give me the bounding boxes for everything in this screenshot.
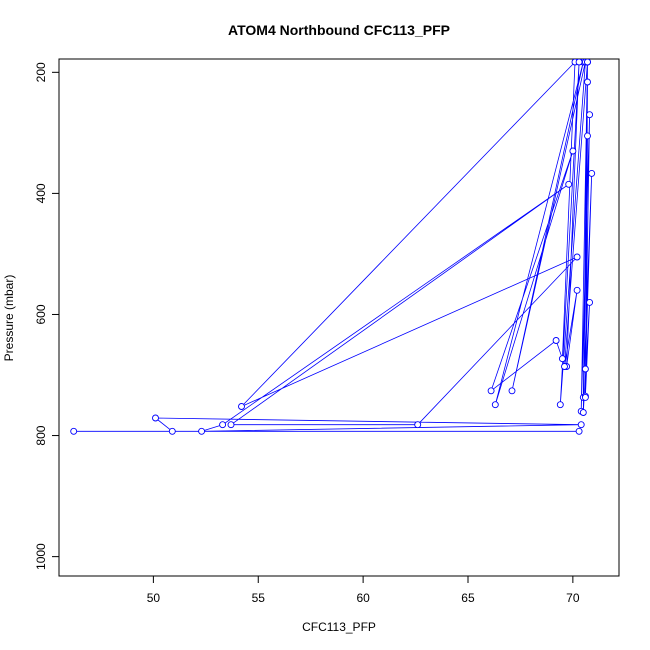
series-line <box>73 60 593 432</box>
y-axis-label: Pressure (mbar) <box>2 275 16 362</box>
y-axis: 200 400 600 800 1000 <box>34 62 59 570</box>
data-point <box>558 355 566 363</box>
data-point <box>573 286 581 294</box>
data-point <box>584 59 591 66</box>
data-point <box>575 59 583 66</box>
data-point <box>581 365 589 373</box>
data-point <box>581 393 589 401</box>
data-point <box>168 427 176 435</box>
data-point <box>573 253 581 261</box>
data-point <box>586 111 594 119</box>
data-point <box>561 363 568 370</box>
y-tick-label: 200 <box>34 62 48 82</box>
plot-frame <box>58 58 620 577</box>
x-tick-label: 65 <box>461 591 475 605</box>
data-point <box>198 427 206 435</box>
data-point <box>70 427 78 435</box>
data-point <box>565 180 573 188</box>
y-tick-label: 800 <box>34 425 48 445</box>
data-point <box>487 387 495 395</box>
plot-area <box>70 59 596 435</box>
x-tick-label: 70 <box>566 591 580 605</box>
x-tick-label: 50 <box>147 591 161 605</box>
data-point <box>577 421 585 429</box>
data-point <box>508 387 516 395</box>
data-point <box>414 421 422 429</box>
data-point <box>575 427 583 435</box>
data-point <box>552 337 560 344</box>
chart-title: ATOM4 Northbound CFC113_PFP <box>228 22 450 38</box>
y-tick-label: 600 <box>34 304 48 324</box>
y-tick-label: 1000 <box>34 543 48 570</box>
data-point <box>238 403 245 410</box>
y-tick-label: 400 <box>34 183 48 203</box>
data-point <box>586 298 594 306</box>
data-point <box>491 401 499 409</box>
data-point <box>584 78 591 86</box>
x-tick-label: 55 <box>252 591 266 605</box>
data-point <box>227 421 235 429</box>
data-point <box>588 169 596 177</box>
data-point <box>219 421 227 429</box>
x-axis-label: CFC113_PFP <box>302 620 376 634</box>
x-tick-label: 60 <box>356 591 370 605</box>
data-point <box>152 414 159 422</box>
data-point <box>579 409 587 416</box>
data-point <box>584 132 591 140</box>
data-point <box>569 147 577 155</box>
x-axis: 50 55 60 65 70 <box>147 576 580 605</box>
data-point <box>556 401 564 409</box>
